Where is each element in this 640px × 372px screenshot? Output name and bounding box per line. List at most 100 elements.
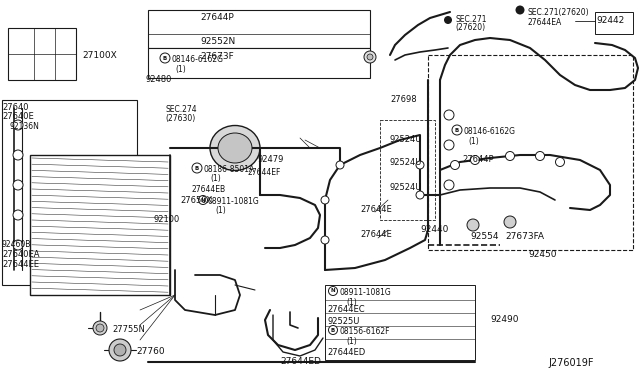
Circle shape	[328, 326, 337, 334]
Text: 27644EB: 27644EB	[192, 185, 226, 194]
Text: (1): (1)	[346, 337, 356, 346]
Text: 27755N: 27755N	[112, 325, 145, 334]
Text: 92480: 92480	[145, 75, 172, 84]
Text: 92524U: 92524U	[390, 158, 422, 167]
Text: 92524U: 92524U	[390, 135, 422, 144]
Circle shape	[452, 125, 462, 135]
Bar	[428, 55, 633, 250]
Circle shape	[13, 120, 23, 130]
Text: 92442: 92442	[596, 16, 624, 25]
Text: 92100: 92100	[153, 215, 179, 224]
Ellipse shape	[210, 125, 260, 170]
Text: 27640: 27640	[2, 103, 29, 112]
Circle shape	[444, 140, 454, 150]
Circle shape	[367, 54, 373, 60]
Text: 27644ED: 27644ED	[327, 348, 365, 357]
Circle shape	[504, 216, 516, 228]
Text: 27640EA: 27640EA	[2, 250, 40, 259]
Circle shape	[93, 321, 107, 335]
Circle shape	[444, 180, 454, 190]
Text: 27673F: 27673F	[200, 52, 234, 61]
Circle shape	[467, 219, 479, 231]
Bar	[148, 48, 370, 78]
Text: 92490: 92490	[490, 315, 518, 324]
Bar	[148, 10, 370, 48]
Text: 27673FA: 27673FA	[505, 232, 544, 241]
Text: 92525U: 92525U	[327, 317, 360, 326]
Circle shape	[13, 240, 23, 250]
Bar	[325, 285, 475, 360]
Text: J276019F: J276019F	[548, 358, 593, 368]
Text: 27644P: 27644P	[200, 13, 234, 22]
Circle shape	[96, 324, 104, 332]
Circle shape	[416, 191, 424, 199]
Text: (1): (1)	[468, 137, 479, 146]
Text: (1): (1)	[215, 206, 226, 215]
Text: (27620): (27620)	[455, 23, 485, 32]
Text: B: B	[331, 327, 335, 333]
Circle shape	[192, 163, 202, 173]
Text: 08911-1081G: 08911-1081G	[208, 197, 260, 206]
Text: 27644P: 27644P	[462, 155, 493, 164]
Bar	[30, 155, 170, 295]
Ellipse shape	[218, 133, 252, 163]
Text: SEC.271(27620): SEC.271(27620)	[527, 8, 589, 17]
Circle shape	[114, 344, 126, 356]
Circle shape	[515, 6, 525, 15]
Circle shape	[416, 161, 424, 169]
Bar	[380, 120, 435, 220]
Circle shape	[13, 150, 23, 160]
Text: 08911-1081G: 08911-1081G	[339, 288, 391, 297]
Text: 08146-6162G: 08146-6162G	[463, 127, 515, 136]
Text: (1): (1)	[346, 298, 356, 307]
Circle shape	[444, 110, 454, 120]
Circle shape	[13, 180, 23, 190]
Text: 27644EC: 27644EC	[327, 305, 365, 314]
Text: N: N	[331, 289, 335, 294]
Text: 27760: 27760	[136, 347, 164, 356]
Circle shape	[328, 286, 337, 295]
Text: 92440: 92440	[420, 225, 449, 234]
Text: B: B	[195, 166, 199, 170]
Text: 27644EA: 27644EA	[527, 18, 561, 27]
Bar	[595, 12, 633, 34]
Text: 92136N: 92136N	[10, 122, 40, 131]
Circle shape	[321, 236, 329, 244]
Circle shape	[160, 53, 170, 63]
Text: 27644E: 27644E	[360, 205, 392, 214]
Text: B: B	[163, 55, 167, 61]
Circle shape	[556, 157, 564, 167]
Text: (27630): (27630)	[165, 114, 195, 123]
Text: 27644EE: 27644EE	[2, 260, 39, 269]
Text: 27644E: 27644E	[360, 230, 392, 239]
Text: 27100X: 27100X	[82, 51, 116, 60]
Bar	[2, 100, 137, 285]
Text: N: N	[201, 198, 205, 202]
Circle shape	[451, 160, 460, 170]
Circle shape	[444, 16, 452, 24]
Circle shape	[321, 196, 329, 204]
Text: 92552N: 92552N	[200, 37, 236, 46]
Circle shape	[506, 151, 515, 160]
Text: 08156-6162F: 08156-6162F	[339, 327, 390, 336]
Circle shape	[109, 339, 131, 361]
Circle shape	[470, 155, 479, 164]
Text: SEC.271: SEC.271	[455, 15, 486, 24]
Text: 27640E: 27640E	[2, 112, 34, 121]
Bar	[8, 28, 76, 80]
Circle shape	[336, 161, 344, 169]
Text: 27650X: 27650X	[180, 196, 212, 205]
Text: (1): (1)	[175, 65, 186, 74]
Text: 27698: 27698	[390, 95, 417, 104]
Text: 92554: 92554	[470, 232, 499, 241]
Text: 27644EF: 27644EF	[247, 168, 280, 177]
Text: (1): (1)	[210, 174, 221, 183]
Text: 92450: 92450	[528, 250, 557, 259]
Circle shape	[198, 196, 207, 205]
Circle shape	[13, 210, 23, 220]
Text: 92460B: 92460B	[2, 240, 31, 249]
Text: 92524U: 92524U	[390, 183, 422, 192]
Text: 08146-6162G: 08146-6162G	[172, 55, 224, 64]
Text: 92479: 92479	[258, 155, 284, 164]
Circle shape	[536, 151, 545, 160]
